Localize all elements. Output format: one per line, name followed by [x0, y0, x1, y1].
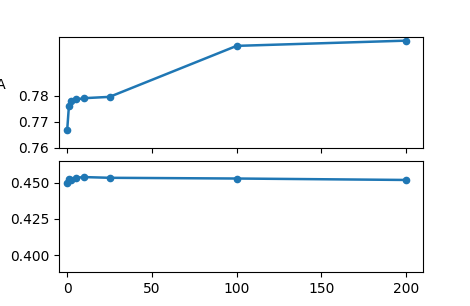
Y-axis label: SPA: SPA — [0, 78, 6, 92]
